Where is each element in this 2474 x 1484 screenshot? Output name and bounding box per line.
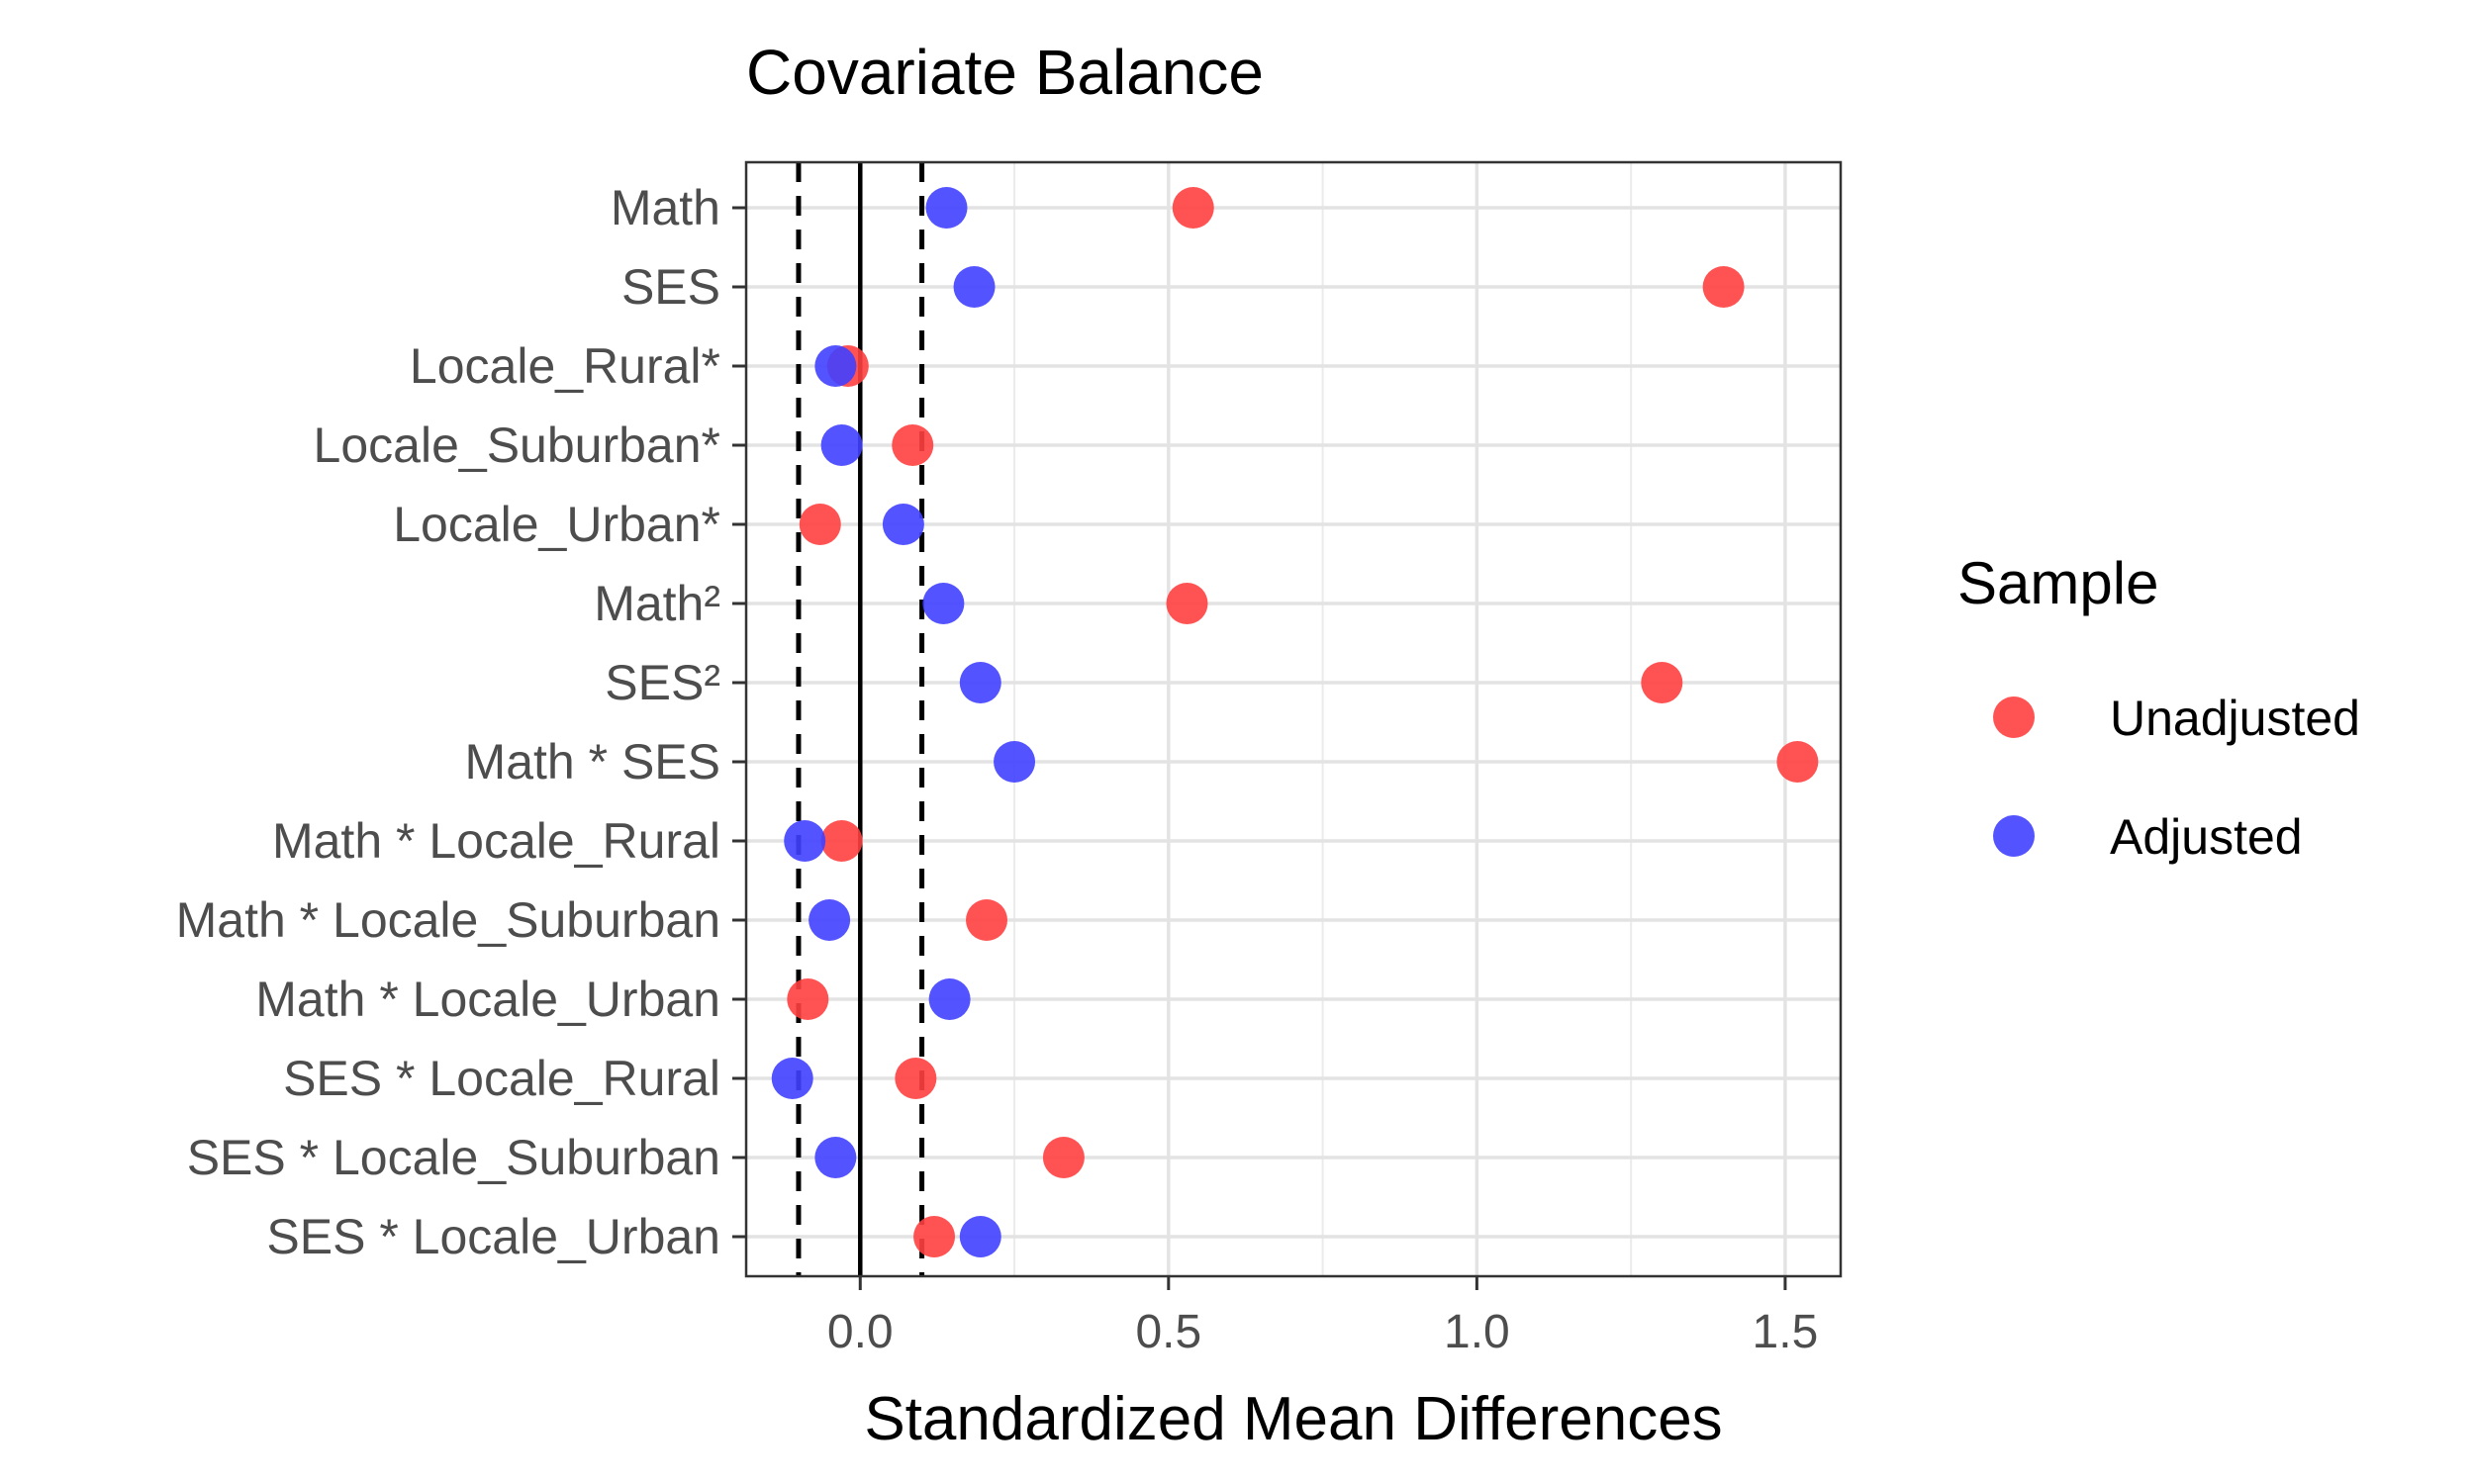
legend-label-adjusted: Adjusted	[2110, 809, 2303, 865]
legend-title: Sample	[1957, 550, 2158, 616]
point-adjusted	[784, 820, 826, 862]
y-tick-label: Math * Locale_Urban	[255, 972, 720, 1027]
chart-title: Covariate Balance	[746, 37, 1264, 108]
legend-label-unadjusted: Unadjusted	[2110, 691, 2360, 746]
point-adjusted	[814, 1137, 857, 1178]
point-unadjusted	[966, 899, 1008, 941]
x-axis: 0.0 0.5 1.0 1.5	[827, 1276, 1818, 1358]
y-tick-label: Locale_Suburban*	[314, 417, 720, 473]
point-unadjusted	[913, 1216, 956, 1257]
legend-key-adjusted	[1993, 815, 2035, 857]
point-adjusted	[928, 978, 971, 1020]
point-unadjusted	[1641, 662, 1683, 703]
point-unadjusted	[820, 820, 863, 862]
legend-key-unadjusted	[1993, 696, 2035, 738]
y-tick-label: Locale_Rural*	[410, 338, 720, 394]
x-tick-label: 0.0	[827, 1306, 894, 1358]
x-tick-label: 0.5	[1135, 1306, 1201, 1358]
point-unadjusted	[799, 504, 841, 545]
grid-lines	[746, 162, 1841, 1276]
point-unadjusted	[1042, 1137, 1085, 1178]
point-adjusted	[882, 504, 924, 545]
point-adjusted	[953, 266, 996, 308]
y-tick-label: SES * Locale_Suburban	[187, 1130, 720, 1185]
point-adjusted	[771, 1058, 813, 1099]
legend: Sample Unadjusted Adjusted	[1957, 550, 2360, 865]
point-adjusted	[959, 662, 1001, 703]
y-tick-label: Math * SES	[465, 734, 720, 789]
x-axis-label: Standardized Mean Differences	[864, 1385, 1722, 1453]
y-tick-label: SES * Locale_Rural	[283, 1051, 720, 1106]
panel-border	[744, 160, 1843, 1278]
plot-panel	[744, 160, 1843, 1278]
point-unadjusted	[787, 978, 829, 1020]
y-tick-label: Math * Locale_Suburban	[176, 892, 720, 948]
y-tick-label: SES	[621, 259, 720, 315]
point-unadjusted	[1172, 187, 1214, 229]
y-tick-label: Math * Locale_Rural	[272, 813, 720, 869]
point-adjusted	[820, 424, 863, 466]
point-unadjusted	[892, 424, 934, 466]
reference-lines	[796, 162, 925, 1276]
point-adjusted	[994, 741, 1036, 783]
y-tick-label: Locale_Urban*	[393, 497, 720, 552]
y-tick-label: Math²	[594, 576, 720, 631]
y-tick-label: SES²	[605, 655, 720, 710]
point-adjusted	[925, 187, 968, 229]
point-unadjusted	[895, 1058, 937, 1099]
x-tick-label: 1.5	[1753, 1306, 1819, 1358]
y-tick-label: SES * Locale_Urban	[266, 1209, 720, 1264]
point-unadjusted	[1776, 741, 1819, 783]
point-unadjusted	[1166, 583, 1208, 624]
point-adjusted	[959, 1216, 1001, 1257]
point-adjusted	[814, 345, 857, 387]
point-adjusted	[809, 899, 851, 941]
point-unadjusted	[1702, 266, 1745, 308]
y-tick-label: Math	[611, 180, 720, 235]
y-axis: Math SES Locale_Rural* Locale_Suburban* Loca…	[176, 180, 746, 1264]
x-tick-label: 1.0	[1444, 1306, 1510, 1358]
data-points	[771, 187, 1819, 1257]
point-adjusted	[922, 583, 965, 624]
